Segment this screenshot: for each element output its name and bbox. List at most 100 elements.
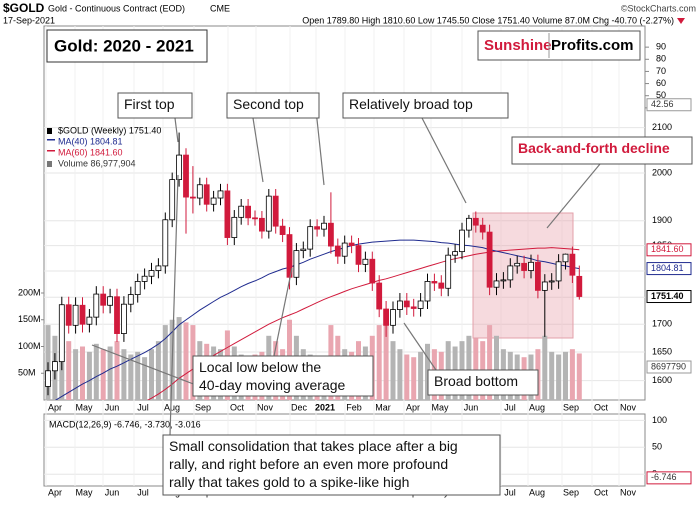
x-tick-label: Mar [375,402,391,412]
candle-body [417,300,424,309]
legend-swatch [47,128,52,134]
chart-title: Gold: 2020 - 2021 [54,36,194,55]
rsi-tick-label: 90 [656,42,666,52]
legend-swatch [47,150,55,152]
candle-body [390,309,396,326]
quote: Open 1789.80 High 1810.60 Low 1745.50 Cl… [302,15,674,25]
candle-body [327,222,334,247]
volume-bar [487,325,493,400]
candle-body [562,253,569,263]
x-tick-label-bottom: May [75,487,93,497]
candle-body [459,229,465,253]
x-tick-label: 2021 [315,402,335,412]
candle-body [196,184,203,199]
candle-body [127,294,134,305]
annotation-arrow [273,267,293,357]
watermark-part1: Sunshine [484,37,552,54]
volume-bar [149,349,154,400]
x-tick-label: Sep [195,402,211,412]
volume-bar [114,341,120,400]
annotation-text: rally that takes gold to a spike-like hi… [169,474,409,490]
volume-bar [107,346,113,400]
volume-tick-label: 50M [18,368,36,378]
candle-body [265,195,272,232]
candle-body [162,219,169,267]
title-box [46,29,208,63]
volume-bar [418,351,424,400]
candle-body [231,216,238,238]
legend-entry: Volume 86,977,904 [58,158,136,168]
x-tick-label: Nov [620,402,637,412]
candle-body [569,253,576,276]
last-value-label: -6.746 [651,472,677,482]
candle-body [300,248,307,252]
volume-bar [86,351,92,400]
candle-body [438,282,445,289]
y-tick-label: 2000 [652,167,672,177]
candle-body [169,179,176,221]
annotation-arrow [403,322,437,371]
candle-body [383,308,390,326]
last-value-box [646,243,692,257]
volume-bar [569,349,575,400]
candle-body [528,261,534,271]
macd-tick-label: 50 [652,442,662,452]
candle-body [348,242,355,246]
candle-body [431,281,438,284]
last-value-label: 1804.81 [651,263,684,273]
volume-bar [542,335,548,400]
candle-body [121,303,127,334]
volume-bar [100,349,106,400]
candle-body [183,154,189,198]
candle-body [217,190,224,199]
volume-bar [556,354,562,400]
last-value-box [646,360,692,374]
candle-body [465,217,472,231]
candle-body [376,282,383,310]
candle-body [107,296,113,306]
candle-body [203,184,210,205]
legend-swatch [47,161,52,167]
candle-body [148,270,155,277]
candle-body [341,242,348,257]
rsi-tick-label: 80 [656,54,666,64]
annotation-box [427,369,539,396]
annotation-box [192,355,374,397]
candle-body [548,280,555,283]
annotation-text: Local low below the [199,359,321,375]
candle-body [189,196,196,199]
candle-body [252,217,258,220]
candle-body [72,304,79,326]
date: 17-Sep-2021 [3,15,55,25]
candle-body [445,254,452,289]
x-tick-label-bottom: Jul [137,487,149,497]
macd-label: MACD(12,26,9) -6.746, -3.730, -3.016 [49,419,201,429]
y-tick-label: 2100 [652,122,672,132]
volume-bar [121,349,127,400]
candle-body [576,275,583,297]
annotation-text: Broad bottom [434,373,518,389]
annotation-text: 40-day moving average [199,377,346,393]
legend-swatch [47,139,55,141]
x-tick-label-bottom: Apr [48,487,62,497]
annotation-box [117,92,193,119]
candle-body [424,281,431,302]
x-tick-label: Feb [346,402,362,412]
x-tick-label: Oct [594,402,609,412]
last-value-label: 1841.60 [651,244,684,254]
x-tick-label-bottom: Sep [563,487,579,497]
volume-bar [162,325,168,400]
legend-entry: MA(40) 1804.81 [58,136,123,146]
candle-body [79,304,86,325]
y-tick-label: 1700 [652,319,672,329]
x-tick-label: May [75,402,93,412]
candle-body [541,281,548,291]
symbol: $GOLD [3,1,45,15]
candle-body [245,205,252,219]
x-tick-label: Nov [257,402,274,412]
last-value-label: 1751.40 [651,291,684,301]
candle-body [155,265,162,271]
volume-bar [383,319,389,400]
macd-tick-label: 100 [652,415,667,425]
volume-bar [397,349,403,400]
